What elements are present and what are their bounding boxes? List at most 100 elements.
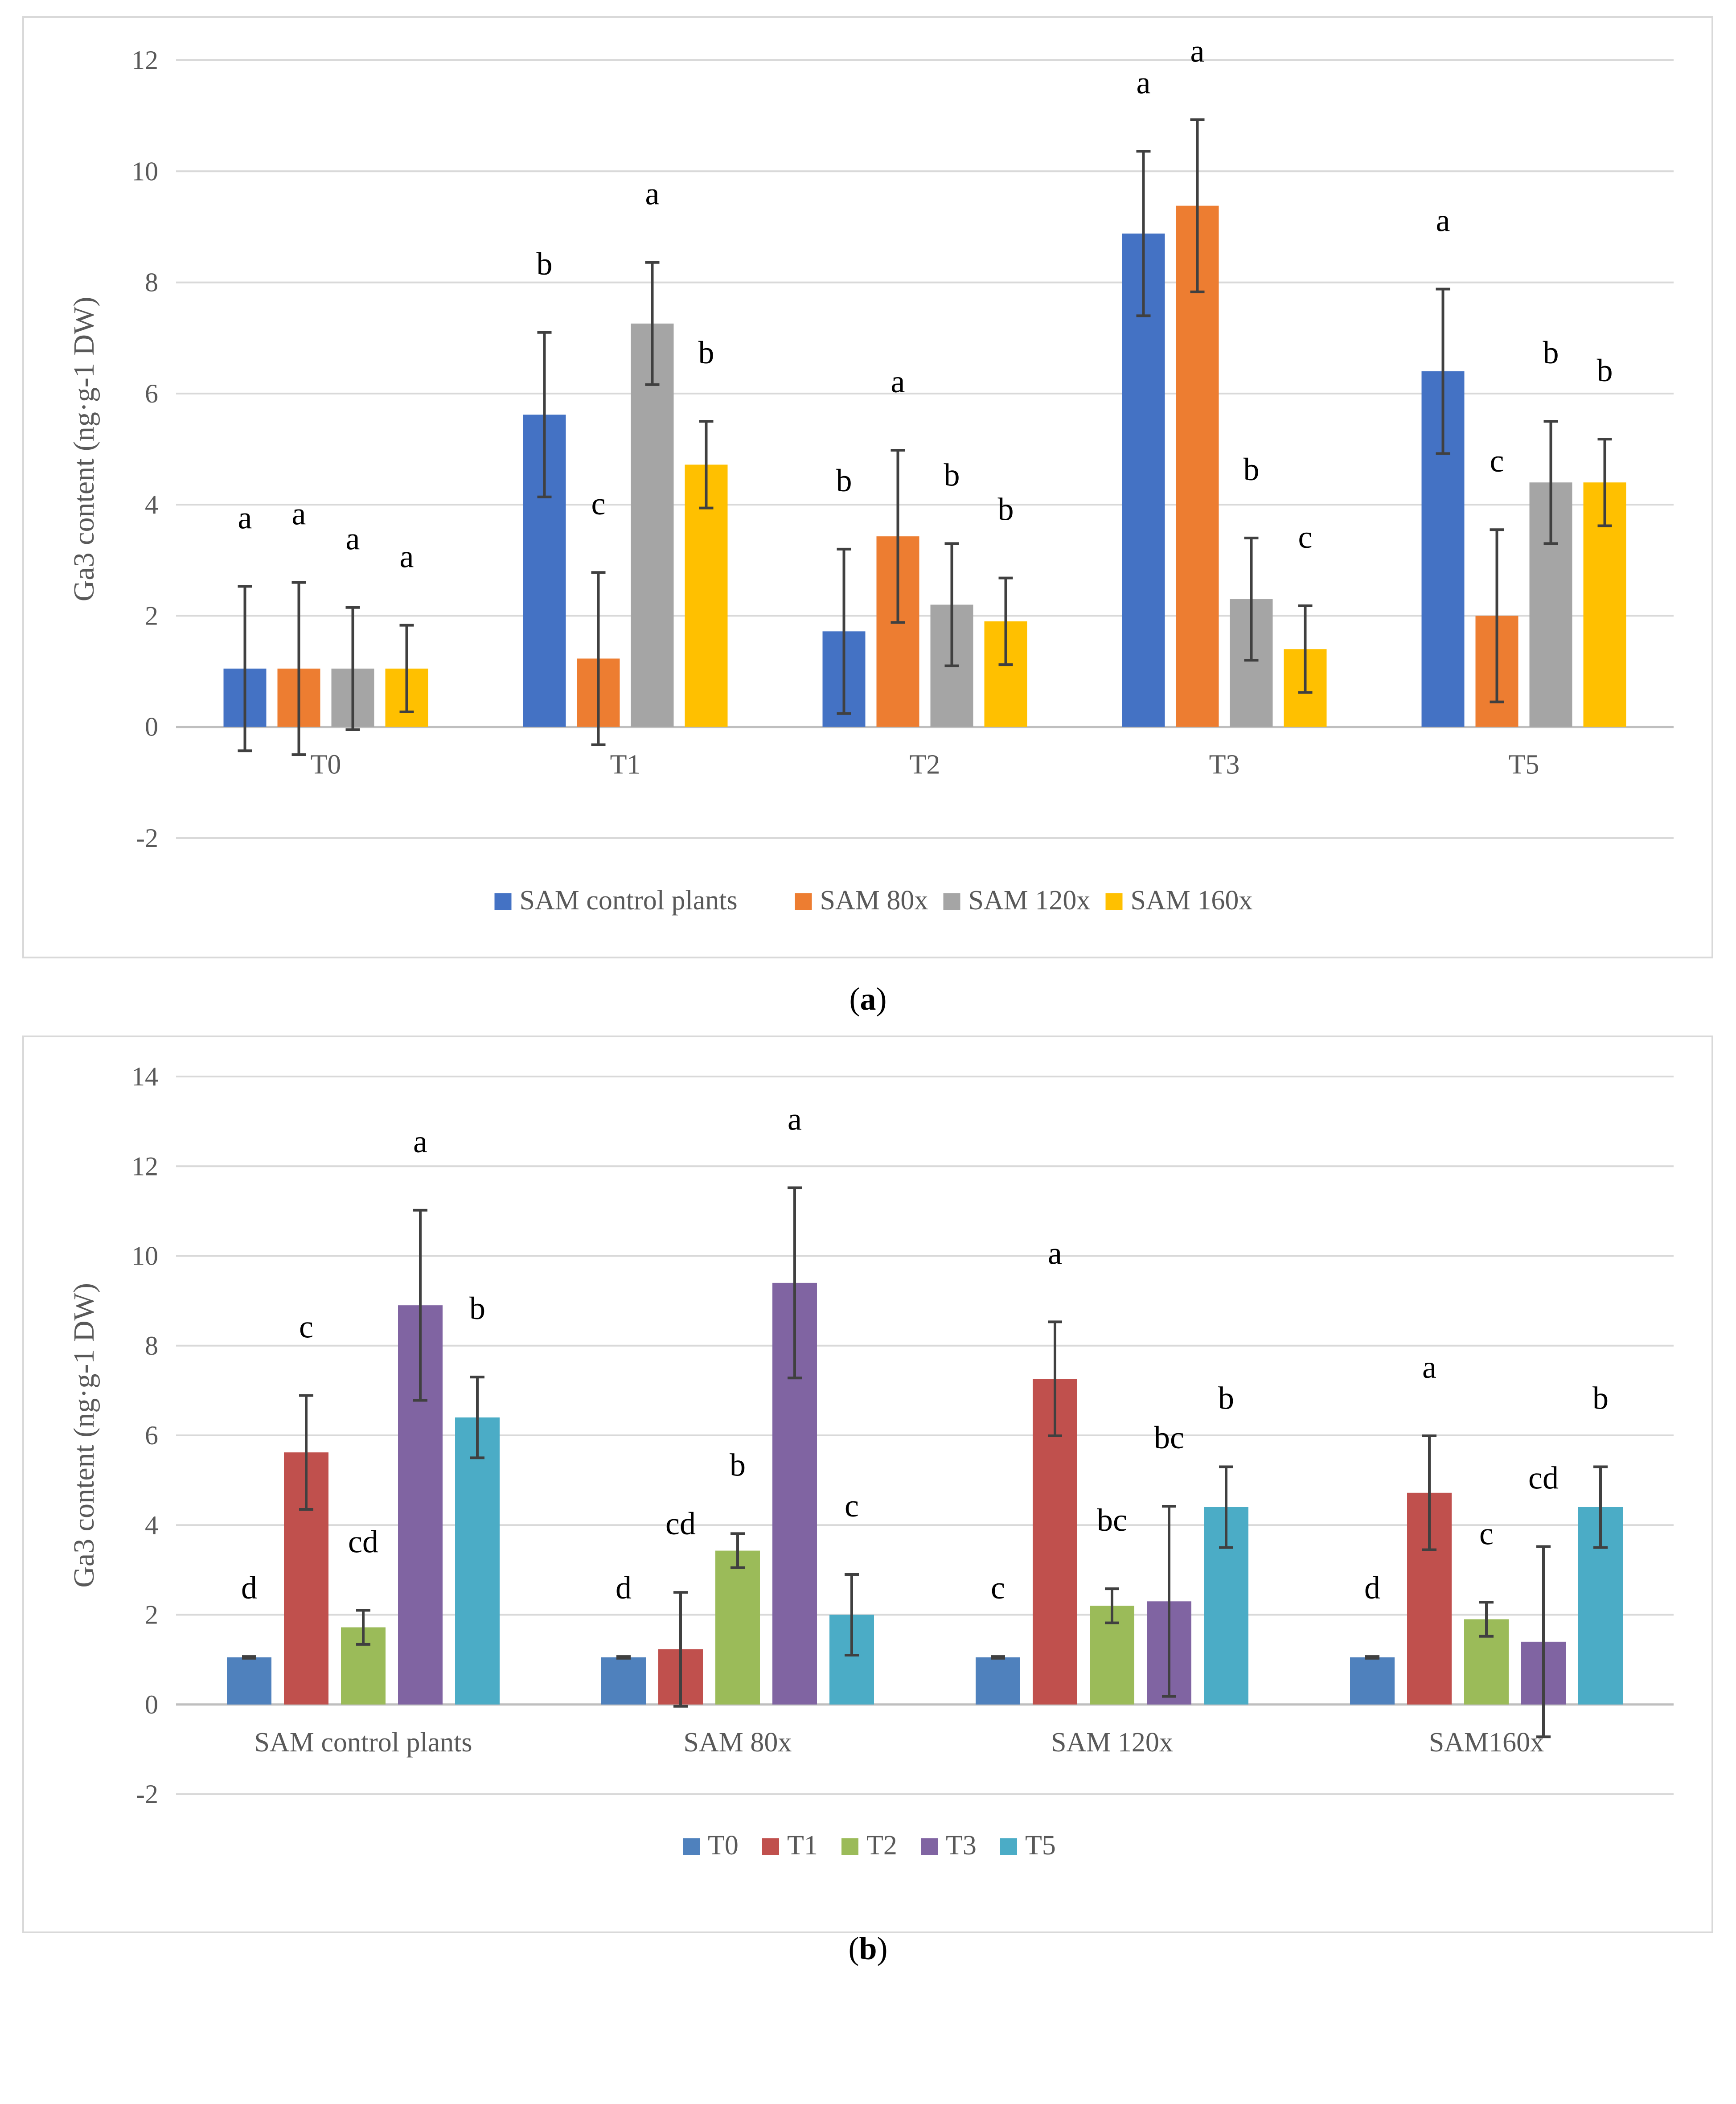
bar <box>227 1657 271 1705</box>
y-axis-label: Ga3 content (ng·g-1 DW) <box>68 1283 100 1588</box>
legend-label: SAM 80x <box>820 885 928 916</box>
legend-swatch <box>795 893 812 910</box>
y-tick-label: 2 <box>145 1600 158 1630</box>
significance-letter: b <box>836 463 852 498</box>
significance-letter: c <box>845 1488 859 1524</box>
significance-letter: c <box>991 1570 1005 1606</box>
significance-letter: c <box>1298 519 1313 555</box>
y-tick-label: 2 <box>145 601 158 630</box>
significance-letter: b <box>998 492 1014 527</box>
significance-letter: b <box>1597 353 1613 388</box>
legend-swatch <box>921 1838 938 1855</box>
y-tick-label: 0 <box>145 712 158 742</box>
significance-letter: a <box>413 1124 427 1159</box>
significance-letter: b <box>537 246 553 282</box>
bar <box>1350 1657 1395 1705</box>
significance-letter: a <box>400 539 414 575</box>
category-label: T5 <box>1509 750 1539 780</box>
bar <box>631 323 674 727</box>
significance-letter: a <box>1048 1235 1062 1271</box>
legend-label: SAM 160x <box>1131 885 1253 916</box>
category-label: T0 <box>311 750 341 780</box>
significance-letter: a <box>1190 33 1205 69</box>
category-label: SAM 120x <box>1051 1727 1173 1758</box>
legend-label: T1 <box>787 1830 818 1861</box>
significance-letter: a <box>238 500 252 535</box>
significance-letter: b <box>1218 1380 1234 1416</box>
bar <box>715 1550 760 1705</box>
legend-label: T3 <box>946 1830 977 1861</box>
y-tick-label: 8 <box>145 1331 158 1360</box>
category-label: SAM 80x <box>684 1727 792 1758</box>
significance-letter: c <box>1490 443 1504 479</box>
caption-a: (a) <box>849 981 887 1017</box>
y-axis-label: Ga3 content (ng·g-1 DW) <box>68 297 100 602</box>
chart-a: -2 0 2 4 6 8 10 12 Ga3 content (ng·g-1 DW) a a a a T0… <box>22 16 1713 958</box>
significance-letter: cd <box>1528 1460 1559 1496</box>
significance-letter: d <box>241 1570 257 1606</box>
y-tick-label: 12 <box>131 1151 158 1181</box>
y-tick-label: -2 <box>136 1779 158 1809</box>
bar <box>601 1657 646 1705</box>
category-label: T3 <box>1209 750 1240 780</box>
significance-letter: b <box>730 1447 746 1483</box>
significance-letter: c <box>1479 1516 1494 1551</box>
significance-letter: c <box>299 1309 313 1344</box>
y-tick-label: 10 <box>131 156 158 186</box>
significance-letter: a <box>788 1101 802 1137</box>
significance-letter: c <box>591 486 606 522</box>
category-label: SAM160x <box>1429 1727 1544 1758</box>
y-tick-label: 10 <box>131 1241 158 1271</box>
y-tick-label: 4 <box>145 490 158 519</box>
significance-letter: b <box>469 1290 485 1326</box>
legend-swatch <box>1105 893 1123 910</box>
significance-letter: a <box>1422 1349 1436 1385</box>
y-tick-label: 14 <box>131 1062 158 1091</box>
y-tick-label: -2 <box>136 823 158 853</box>
significance-letter: a <box>1137 65 1151 100</box>
significance-letter: d <box>1364 1570 1380 1606</box>
legend-swatch <box>762 1838 779 1855</box>
significance-letter: cd <box>348 1524 378 1559</box>
significance-letter: b <box>1592 1380 1609 1416</box>
legend-swatch <box>494 893 512 910</box>
y-tick-label: 12 <box>131 45 158 75</box>
significance-letter: a <box>292 496 306 532</box>
chart-frame <box>22 1036 1713 1933</box>
caption-a-letter: a <box>860 981 876 1017</box>
significance-letter: b <box>1543 335 1559 370</box>
significance-letter: a <box>891 364 905 399</box>
significance-letter: d <box>616 1570 632 1606</box>
legend-label: T5 <box>1025 1830 1056 1861</box>
legend-swatch <box>841 1838 858 1855</box>
significance-letter: a <box>346 521 360 557</box>
bar <box>455 1417 500 1705</box>
caption-b: (b) <box>848 1931 888 1966</box>
y-tick-label: 8 <box>145 268 158 297</box>
legend-label: T0 <box>708 1830 739 1861</box>
significance-letter: cd <box>665 1506 696 1541</box>
significance-letter: bc <box>1154 1420 1184 1455</box>
y-tick-label: 0 <box>145 1690 158 1719</box>
legend-label: SAM control plants <box>520 885 738 916</box>
significance-letter: b <box>1244 452 1260 487</box>
significance-letter: a <box>1436 203 1450 238</box>
significance-letter: b <box>698 335 714 370</box>
legend-swatch <box>1000 1838 1017 1855</box>
category-label: SAM control plants <box>254 1727 472 1758</box>
bar <box>976 1657 1020 1705</box>
legend-label: SAM 120x <box>969 885 1091 916</box>
category-label: T1 <box>610 750 641 780</box>
y-tick-label: 6 <box>145 379 158 408</box>
significance-letter: b <box>944 457 960 493</box>
caption-b-letter: b <box>859 1931 877 1966</box>
category-label: T2 <box>910 750 940 780</box>
legend-swatch <box>943 893 960 910</box>
y-tick-label: 4 <box>145 1510 158 1540</box>
significance-letter: bc <box>1097 1502 1127 1538</box>
y-tick-label: 6 <box>145 1421 158 1450</box>
significance-letter: a <box>645 176 660 212</box>
legend-swatch <box>683 1838 700 1855</box>
legend-label: T2 <box>866 1830 897 1861</box>
